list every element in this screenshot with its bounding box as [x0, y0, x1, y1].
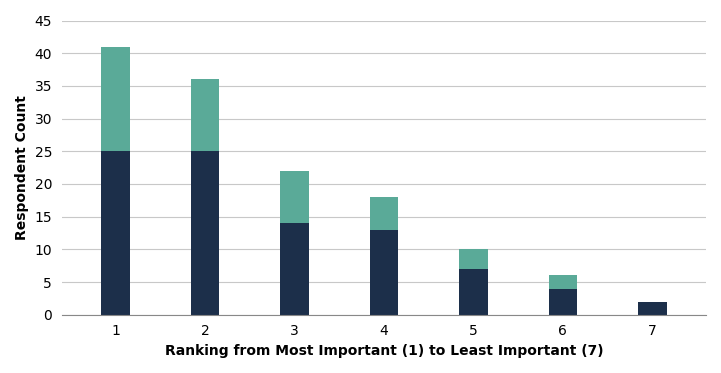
- Bar: [459, 249, 487, 269]
- Bar: [191, 79, 219, 151]
- Bar: [370, 197, 398, 230]
- Bar: [191, 151, 219, 315]
- Bar: [101, 151, 130, 315]
- Bar: [370, 230, 398, 315]
- Bar: [549, 276, 578, 289]
- Bar: [280, 223, 309, 315]
- Bar: [101, 47, 130, 151]
- Bar: [280, 171, 309, 223]
- X-axis label: Ranking from Most Important (1) to Least Important (7): Ranking from Most Important (1) to Least…: [164, 344, 603, 358]
- Bar: [459, 269, 487, 315]
- Y-axis label: Respondent Count: Respondent Count: [15, 95, 29, 240]
- Bar: [638, 302, 667, 315]
- Bar: [549, 289, 578, 315]
